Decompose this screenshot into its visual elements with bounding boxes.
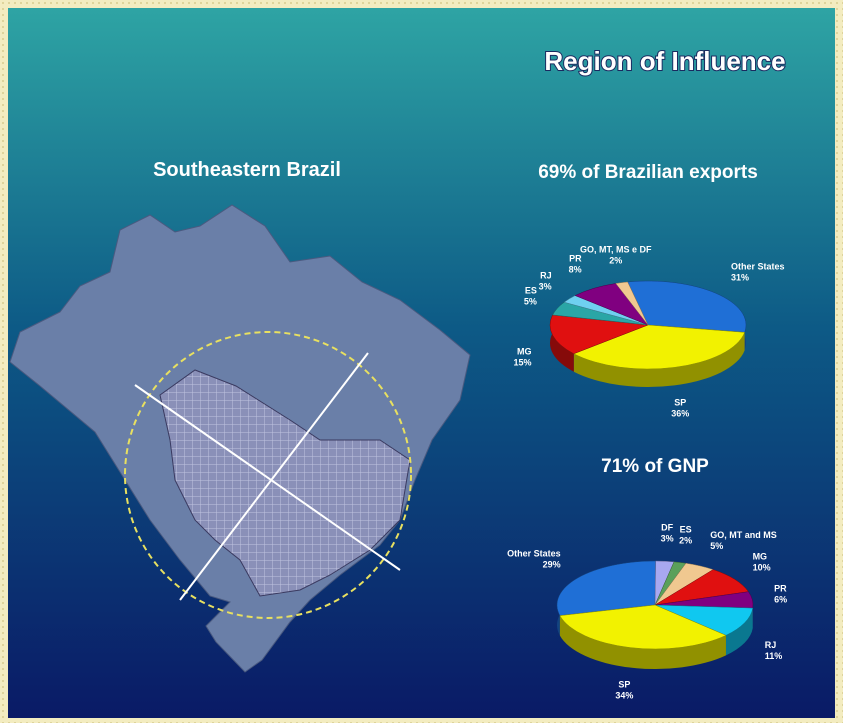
pie-slice <box>559 604 727 650</box>
slice-label: PR <box>569 254 582 264</box>
slice-value-label: 5% <box>524 297 537 307</box>
pie-slice-side <box>725 608 753 656</box>
slice-value-label: 36% <box>671 408 689 418</box>
pie-slice <box>556 560 656 616</box>
pie-tops <box>556 560 754 650</box>
slice-value-label: 29% <box>543 560 561 570</box>
slice-value-label: 2% <box>609 256 622 266</box>
slice-value-label: 6% <box>774 595 787 605</box>
chart-title: 71% of GNP <box>601 456 709 477</box>
slice-value-label: 15% <box>513 358 531 368</box>
pie-slice <box>654 604 754 636</box>
region-grid <box>159 369 411 597</box>
slice-value-label: 31% <box>731 272 749 282</box>
axis-line <box>179 352 369 601</box>
chart-title: 69% of Brazilian exports <box>538 162 758 183</box>
slice-label: DF <box>661 522 673 532</box>
slice-label: SP <box>618 680 630 690</box>
pie-slice-side <box>550 314 574 372</box>
slice-value-label: 11% <box>765 651 783 661</box>
slice-label: MG <box>753 551 768 561</box>
slice-value-label: 3% <box>539 281 552 291</box>
pie-slice <box>549 314 649 355</box>
pie-slice <box>615 281 649 326</box>
slice-label: MG <box>517 347 532 357</box>
slice-label: GO, MT, MS e DF <box>580 245 652 255</box>
slice-label: ES <box>680 524 692 534</box>
slice-value-label: 8% <box>569 265 582 275</box>
map <box>9 204 471 673</box>
slide-title: Region of Influence <box>544 46 785 76</box>
slice-label: RJ <box>540 270 552 280</box>
slice-label: GO, MT and MS <box>710 530 777 540</box>
slice-value-label: 34% <box>615 691 633 701</box>
slice-value-label: 2% <box>679 535 692 545</box>
influence-circle <box>124 331 412 619</box>
slice-label: Other States <box>507 549 561 559</box>
pie-tops <box>549 280 747 370</box>
slice-value-label: 10% <box>753 562 771 572</box>
slice-value-label: 5% <box>710 541 723 551</box>
pie-slice <box>627 280 747 333</box>
pie-slice-side <box>559 615 726 670</box>
slice-label: Other States <box>731 261 785 271</box>
axis-line <box>134 384 401 571</box>
pie-slice <box>573 324 745 370</box>
map-title: Southeastern Brazil <box>153 159 341 181</box>
slice-value-label: 3% <box>661 533 674 543</box>
slice-label: RJ <box>765 640 777 650</box>
slice-label: PR <box>774 584 787 594</box>
slice-label: ES <box>525 286 537 296</box>
pie-slice-side <box>573 332 745 388</box>
slice-label: SP <box>674 397 686 407</box>
